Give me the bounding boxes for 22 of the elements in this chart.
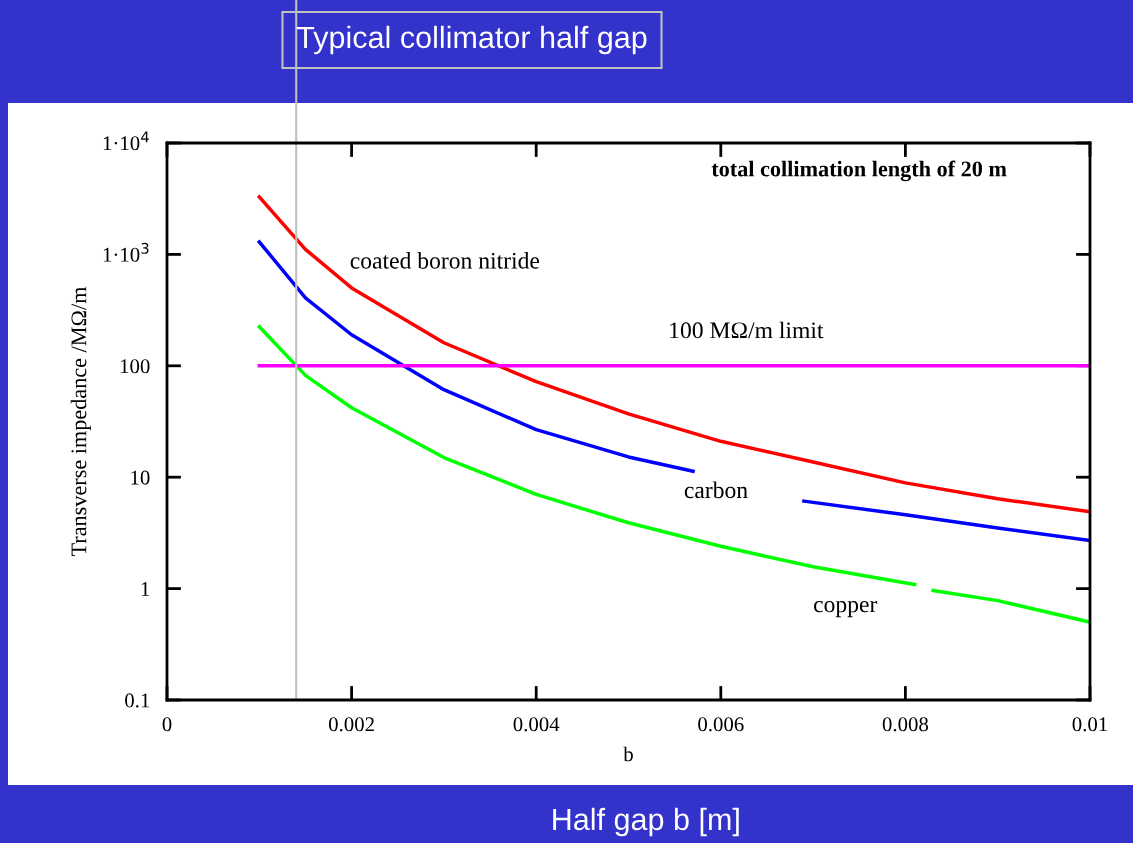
series-label: coated boron nitride [350, 252, 540, 269]
ref-line-label: Typical collimator half gap [296, 25, 647, 55]
x-axis-title: b [623, 746, 633, 762]
y-tick-label: 0.1 [125, 693, 150, 708]
annotation: total collimation length of 20 m [711, 160, 1007, 182]
series-label: copper [814, 600, 878, 618]
y-tick-label: 100 [120, 359, 150, 374]
x-tick-label: 0.01 [1072, 717, 1107, 732]
y-tick-label: 1·10$^{4}$ [103, 131, 149, 151]
y-tick-label: 1 [141, 582, 150, 596]
text: Half gap b [m] [553, 807, 739, 837]
series-label: 100 MΩ/m limit [670, 321, 824, 339]
x-tick-label: 0.002 [328, 717, 374, 732]
series-label: carbon [684, 481, 748, 499]
y-axis-title: Transverse impedance /MΩ/m [70, 286, 91, 557]
y-tick-label: 1·10$^{3}$ [103, 242, 149, 262]
x-tick-label: 0.008 [882, 717, 929, 732]
y-tick-label: 10 [131, 470, 150, 485]
x-tick-label: 0.004 [513, 717, 560, 732]
line-series [257, 195, 1090, 514]
x-tick-label: 0.006 [698, 717, 744, 732]
x-tick-label: 0 [162, 717, 172, 732]
